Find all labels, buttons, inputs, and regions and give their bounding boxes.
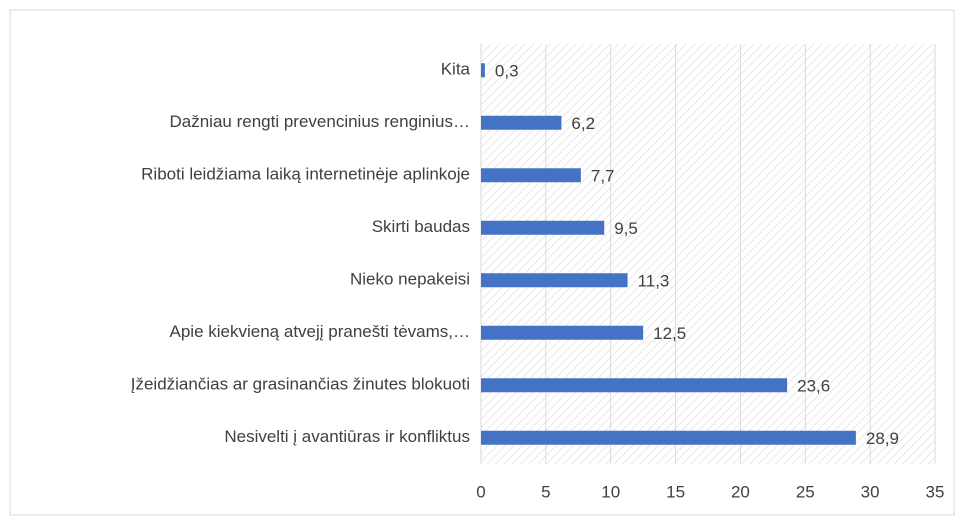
x-tick-label: 10 <box>601 482 620 501</box>
data-label: 12,5 <box>653 324 686 343</box>
bar <box>481 115 562 130</box>
y-tick-label: Nesivelti į avantiūras ir konfliktus <box>224 427 470 446</box>
plot-area <box>481 44 935 464</box>
y-tick-label: Įžeidžiančias ar grasinančias žinutes bl… <box>131 375 470 394</box>
data-label: 9,5 <box>614 219 638 238</box>
x-tick-label: 35 <box>926 482 945 501</box>
y-tick-label: Dažniau rengti prevencinius renginius… <box>170 112 471 131</box>
data-label: 28,9 <box>866 429 899 448</box>
bar <box>481 168 581 183</box>
bar <box>481 430 856 445</box>
y-tick-label: Skirti baudas <box>372 217 470 236</box>
x-tick-label: 30 <box>861 482 880 501</box>
y-tick-label: Riboti leidžiama laiką internetinėje apl… <box>141 165 470 184</box>
y-tick-label: Nieko nepakeisi <box>350 270 470 289</box>
data-label: 7,7 <box>591 167 615 186</box>
data-label: 23,6 <box>797 377 830 396</box>
x-tick-label: 20 <box>731 482 750 501</box>
y-tick-label: Apie kiekvieną atvejį pranešti tėvams,… <box>170 322 470 341</box>
bar <box>481 63 485 78</box>
data-label: 0,3 <box>495 62 519 81</box>
x-tick-label: 15 <box>666 482 685 501</box>
x-tick-label: 5 <box>541 482 550 501</box>
x-tick-label: 25 <box>796 482 815 501</box>
data-label: 6,2 <box>571 114 595 133</box>
data-label: 11,3 <box>638 272 670 291</box>
bar <box>481 378 788 393</box>
bar <box>481 273 628 288</box>
bar <box>481 325 644 340</box>
y-tick-label: Kita <box>441 60 471 79</box>
bar <box>481 220 605 235</box>
x-tick-label: 0 <box>476 482 485 501</box>
